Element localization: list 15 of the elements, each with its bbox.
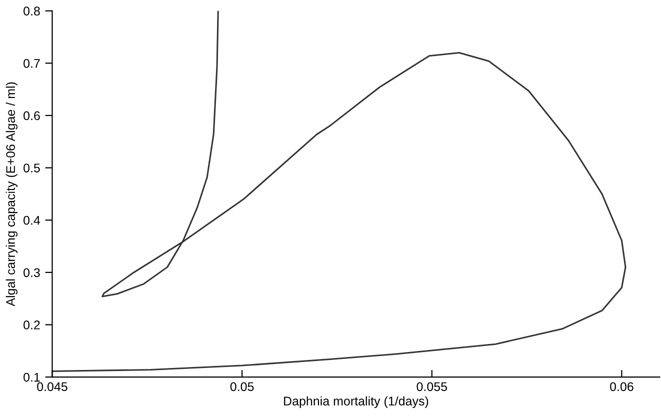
y-tick-label: 0.2: [24, 320, 40, 330]
y-tick-label: 0.8: [24, 6, 40, 16]
x-axis-title: Daphnia mortality (1/days): [284, 396, 428, 408]
x-tick-label: 0.045: [37, 382, 68, 392]
y-tick-label: 0.7: [24, 58, 40, 68]
x-tick-label: 0.055: [416, 382, 447, 392]
x-tick-label: 0.06: [610, 382, 634, 392]
y-axis-title: Algal carrying capacity (E+06 Algae / ml): [6, 82, 18, 306]
y-tick-label: 0.1: [24, 372, 40, 382]
x-tick-label: 0.05: [230, 382, 254, 392]
y-tick-label: 0.5: [24, 164, 40, 172]
y-tick-label: 0.6: [24, 111, 40, 120]
y-tick-label: 0.4: [24, 216, 40, 225]
line-series: [52, 10, 626, 372]
y-tick-label: 0.3: [24, 268, 40, 278]
